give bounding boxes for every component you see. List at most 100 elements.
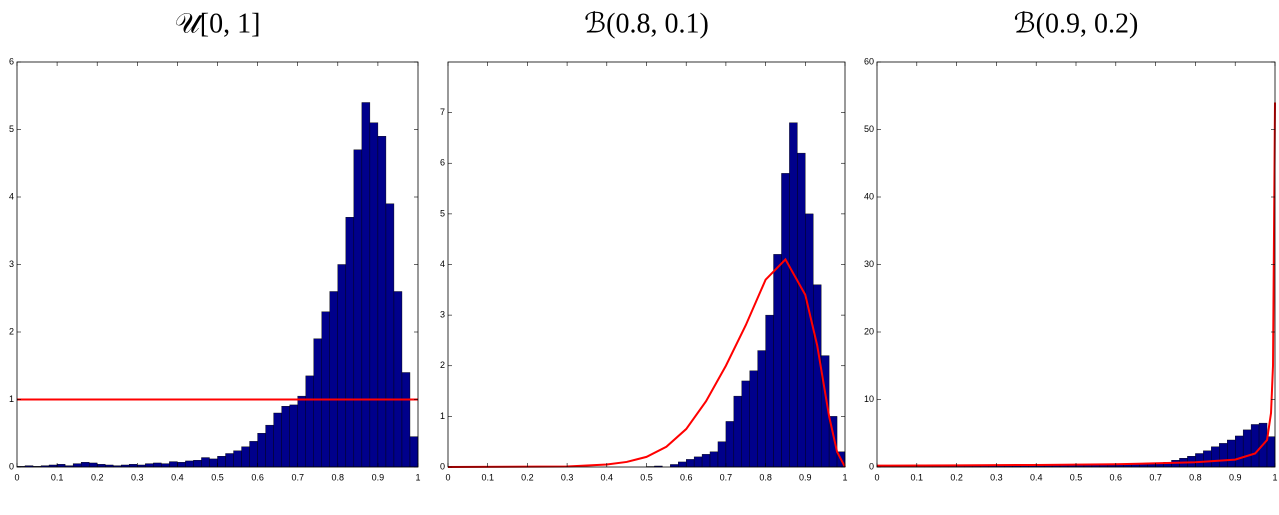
bar [789, 122, 798, 468]
x-tick-label: 0.1 [911, 472, 924, 482]
chart-title: 𝒰[0, 1] [175, 8, 261, 39]
density-curve [876, 102, 1276, 467]
x-tick-label: 0.7 [1149, 472, 1162, 482]
bar [369, 122, 379, 468]
x-tick-label: 0 [874, 472, 879, 482]
bar [1139, 464, 1148, 468]
bar [169, 461, 178, 468]
y-tick-label: 20 [864, 326, 874, 336]
bar [297, 395, 306, 468]
y-tick-label: 10 [864, 394, 874, 404]
x-tick-label: 0 [14, 472, 19, 482]
bar [757, 350, 766, 468]
bar [361, 102, 371, 468]
y-tick-label: 5 [9, 124, 14, 134]
bar [289, 404, 298, 468]
bar [313, 338, 322, 468]
bar [321, 311, 330, 468]
bar [409, 436, 419, 468]
y-tick-label: 40 [864, 191, 874, 201]
x-tick-label: 0.7 [291, 472, 304, 482]
bar [193, 460, 202, 468]
y-tick-label: 3 [440, 310, 445, 320]
bar [80, 462, 90, 468]
x-tick-label: 0.6 [1110, 472, 1123, 482]
bar [1211, 446, 1220, 468]
bar [678, 461, 687, 468]
x-tick-label: 0.4 [601, 472, 614, 482]
x-tick-label: 0.1 [481, 472, 494, 482]
chart-title: ℬ(0.9, 0.2) [1014, 8, 1139, 39]
bar [781, 173, 790, 468]
x-tick-label: 1 [1272, 472, 1277, 482]
bar [733, 395, 742, 468]
y-tick-label: 3 [9, 259, 14, 269]
y-tick-label: 4 [9, 191, 14, 201]
y-tick-label: 0 [869, 461, 874, 471]
bar [1234, 435, 1244, 468]
x-tick-label: 1 [415, 472, 420, 482]
y-tick-label: 1 [440, 411, 445, 421]
x-tick-label: 0.9 [1229, 472, 1242, 482]
bar [1227, 439, 1236, 468]
y-tick-label: 60 [864, 56, 874, 66]
bar [353, 149, 363, 468]
y-tick-label: 2 [9, 326, 14, 336]
x-tick-label: 0.4 [1030, 472, 1043, 482]
bar [749, 370, 758, 468]
bar [1219, 443, 1228, 468]
x-tick-label: 0 [445, 472, 450, 482]
x-tick-label: 0.3 [990, 472, 1003, 482]
y-tick-label: 6 [9, 56, 14, 66]
bar [241, 446, 250, 468]
bar [693, 456, 703, 468]
y-tick-label: 30 [864, 259, 874, 269]
bar [225, 453, 234, 468]
bar [305, 375, 314, 468]
bar [209, 458, 218, 468]
bar [185, 460, 194, 468]
bar [345, 217, 355, 468]
bar [765, 314, 774, 468]
bar [813, 284, 822, 468]
bar [273, 412, 282, 468]
bar [217, 456, 226, 468]
x-tick-label: 0.6 [251, 472, 264, 482]
bar [393, 291, 403, 468]
bar [129, 464, 138, 468]
axes-frame [16, 61, 419, 468]
x-tick-label: 0.5 [640, 472, 653, 482]
bar [1266, 436, 1276, 468]
x-tick-label: 0.2 [521, 472, 534, 482]
bar [725, 421, 735, 468]
density-curve [447, 257, 846, 468]
bar [701, 454, 711, 468]
bar [686, 459, 695, 468]
bar [329, 291, 338, 468]
bar [337, 264, 347, 468]
y-tick-label: 50 [864, 124, 874, 134]
bar [249, 441, 258, 468]
bar [741, 380, 750, 468]
x-tick-label: 0.2 [950, 472, 963, 482]
chart-title: ℬ(0.8, 0.1) [584, 8, 709, 39]
bar [401, 372, 411, 468]
bar [717, 441, 727, 468]
x-tick-label: 0.7 [720, 472, 733, 482]
x-tick-label: 0.3 [561, 472, 574, 482]
bar [805, 213, 814, 468]
y-tick-label: 1 [9, 394, 14, 404]
bar [201, 457, 210, 468]
bar [233, 450, 242, 468]
x-tick-label: 0.9 [372, 472, 385, 482]
x-tick-label: 0.5 [1070, 472, 1083, 482]
y-tick-label: 2 [440, 360, 445, 370]
x-tick-label: 0.3 [131, 472, 144, 482]
bar [773, 254, 782, 468]
x-tick-label: 0.5 [211, 472, 224, 482]
x-tick-label: 0.8 [332, 472, 345, 482]
bar [1250, 424, 1260, 468]
bar [96, 464, 106, 468]
